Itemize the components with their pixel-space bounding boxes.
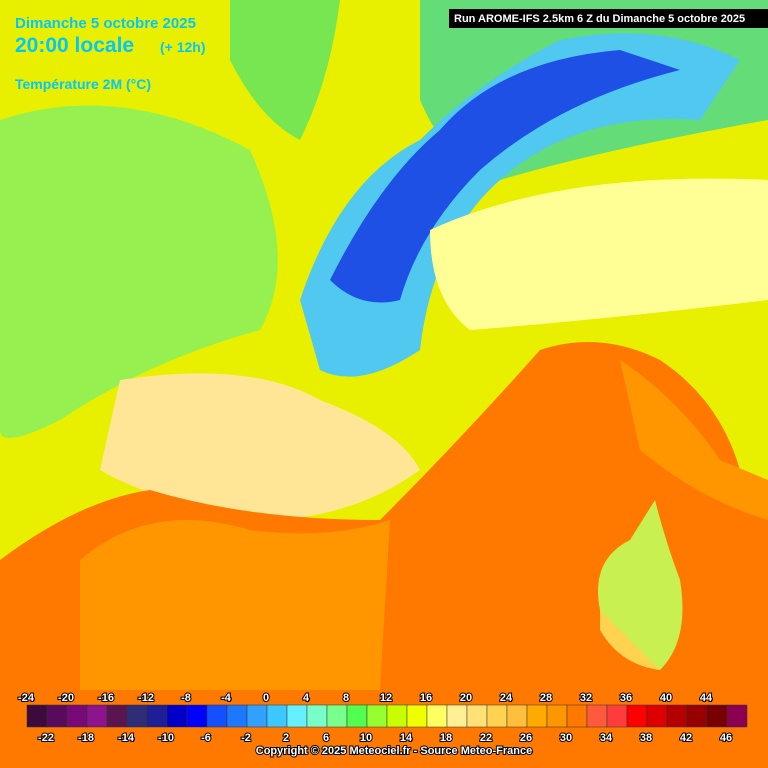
legend-swatch — [426, 704, 448, 728]
legend-label: -4 — [221, 692, 232, 704]
legend-label: -16 — [98, 692, 114, 704]
date: Dimanche 5 octobre 2025 — [15, 15, 196, 32]
legend-swatch — [366, 704, 388, 728]
legend-swatch — [26, 704, 48, 728]
land-green — [0, 105, 278, 439]
legend-swatch — [46, 704, 68, 728]
legend-swatch — [286, 704, 308, 728]
legend-label: -20 — [58, 692, 74, 704]
legend-label: -12 — [138, 692, 154, 704]
legend-swatch — [406, 704, 428, 728]
legend-label: -14 — [118, 732, 135, 744]
legend-label: 46 — [720, 732, 732, 744]
legend-swatch — [346, 704, 368, 728]
sea — [0, 690, 768, 768]
legend-swatch — [206, 704, 228, 728]
legend-swatch — [86, 704, 108, 728]
legend-swatch — [626, 704, 648, 728]
legend-swatch — [326, 704, 348, 728]
legend-swatch — [306, 704, 328, 728]
land-warm — [100, 373, 420, 520]
legend-label: 20 — [460, 692, 472, 704]
legend-swatch — [446, 704, 468, 728]
legend-swatch — [726, 704, 748, 728]
legend-swatch — [246, 704, 268, 728]
legend-swatch — [466, 704, 488, 728]
legend-label: 16 — [420, 692, 432, 704]
legend-label: -6 — [201, 732, 211, 744]
legend-swatch — [146, 704, 168, 728]
legend-label: 32 — [580, 692, 592, 704]
legend-label: 18 — [440, 732, 452, 744]
legend-swatch — [666, 704, 688, 728]
run: Run AROME-IFS 2.5km 6 Z du Dimanche 5 oc… — [454, 13, 745, 25]
legend-label: -2 — [241, 732, 251, 744]
legend-label: 24 — [500, 692, 513, 704]
legend-label: 42 — [680, 732, 692, 744]
legend-label: 14 — [400, 732, 413, 744]
legend-swatch — [266, 704, 288, 728]
legend: -24 -20 -16 -12 -8 -4 0 4 8 12 16 20 24 28 32 36 40 44-22… — [17, 691, 748, 745]
sea-coastal — [80, 520, 390, 690]
legend-label: 26 — [520, 732, 532, 744]
legend-swatch — [126, 704, 148, 728]
legend-swatch — [706, 704, 728, 728]
corsica-coast — [600, 610, 660, 670]
legend-swatch — [166, 704, 188, 728]
legend-label: 38 — [640, 732, 652, 744]
legend-swatch — [646, 704, 668, 728]
legend-label: 28 — [540, 692, 552, 704]
legend-swatch — [606, 704, 628, 728]
legend-label: -18 — [78, 732, 94, 744]
legend-swatch — [686, 704, 708, 728]
po-plain — [430, 178, 768, 330]
legend-swatch — [566, 704, 588, 728]
legend-label: -8 — [181, 692, 191, 704]
legend-label: -24 — [18, 692, 35, 704]
legend-label: 30 — [560, 732, 572, 744]
legend-swatch — [186, 704, 208, 728]
legend-label: 2 — [283, 732, 289, 744]
land-green — [230, 0, 340, 140]
legend-label: 40 — [660, 692, 672, 704]
footer: Copyright © 2025 Meteociel.fr - Source M… — [256, 745, 532, 757]
legend-label: 36 — [620, 692, 632, 704]
legend-label: 0 — [263, 692, 269, 704]
alps-high — [330, 50, 680, 303]
legend-swatch — [526, 704, 548, 728]
lead: (+ 12h) — [160, 39, 206, 55]
legend-swatch — [546, 704, 568, 728]
alps — [300, 33, 740, 377]
sea-coastal — [620, 360, 768, 520]
legend-swatch — [486, 704, 508, 728]
legend-label: 8 — [343, 692, 349, 704]
legend-label: 44 — [700, 692, 713, 704]
legend-label: 22 — [480, 732, 492, 744]
legend-swatch — [66, 704, 88, 728]
corsica — [598, 500, 683, 670]
legend-label: -22 — [38, 732, 54, 744]
legend-swatch — [106, 704, 128, 728]
legend-label: 10 — [360, 732, 372, 744]
legend-label: 34 — [600, 732, 613, 744]
legend-swatch — [586, 704, 608, 728]
legend-label: 6 — [323, 732, 329, 744]
variable: Température 2M (°C) — [15, 76, 151, 92]
legend-label: 4 — [303, 692, 310, 704]
legend-swatch — [226, 704, 248, 728]
legend-label: 12 — [380, 692, 392, 704]
legend-swatch — [506, 704, 528, 728]
run-box — [449, 9, 768, 28]
legend-swatch — [386, 704, 408, 728]
legend-label: -10 — [158, 732, 174, 744]
time: 20:00 locale — [15, 34, 134, 57]
